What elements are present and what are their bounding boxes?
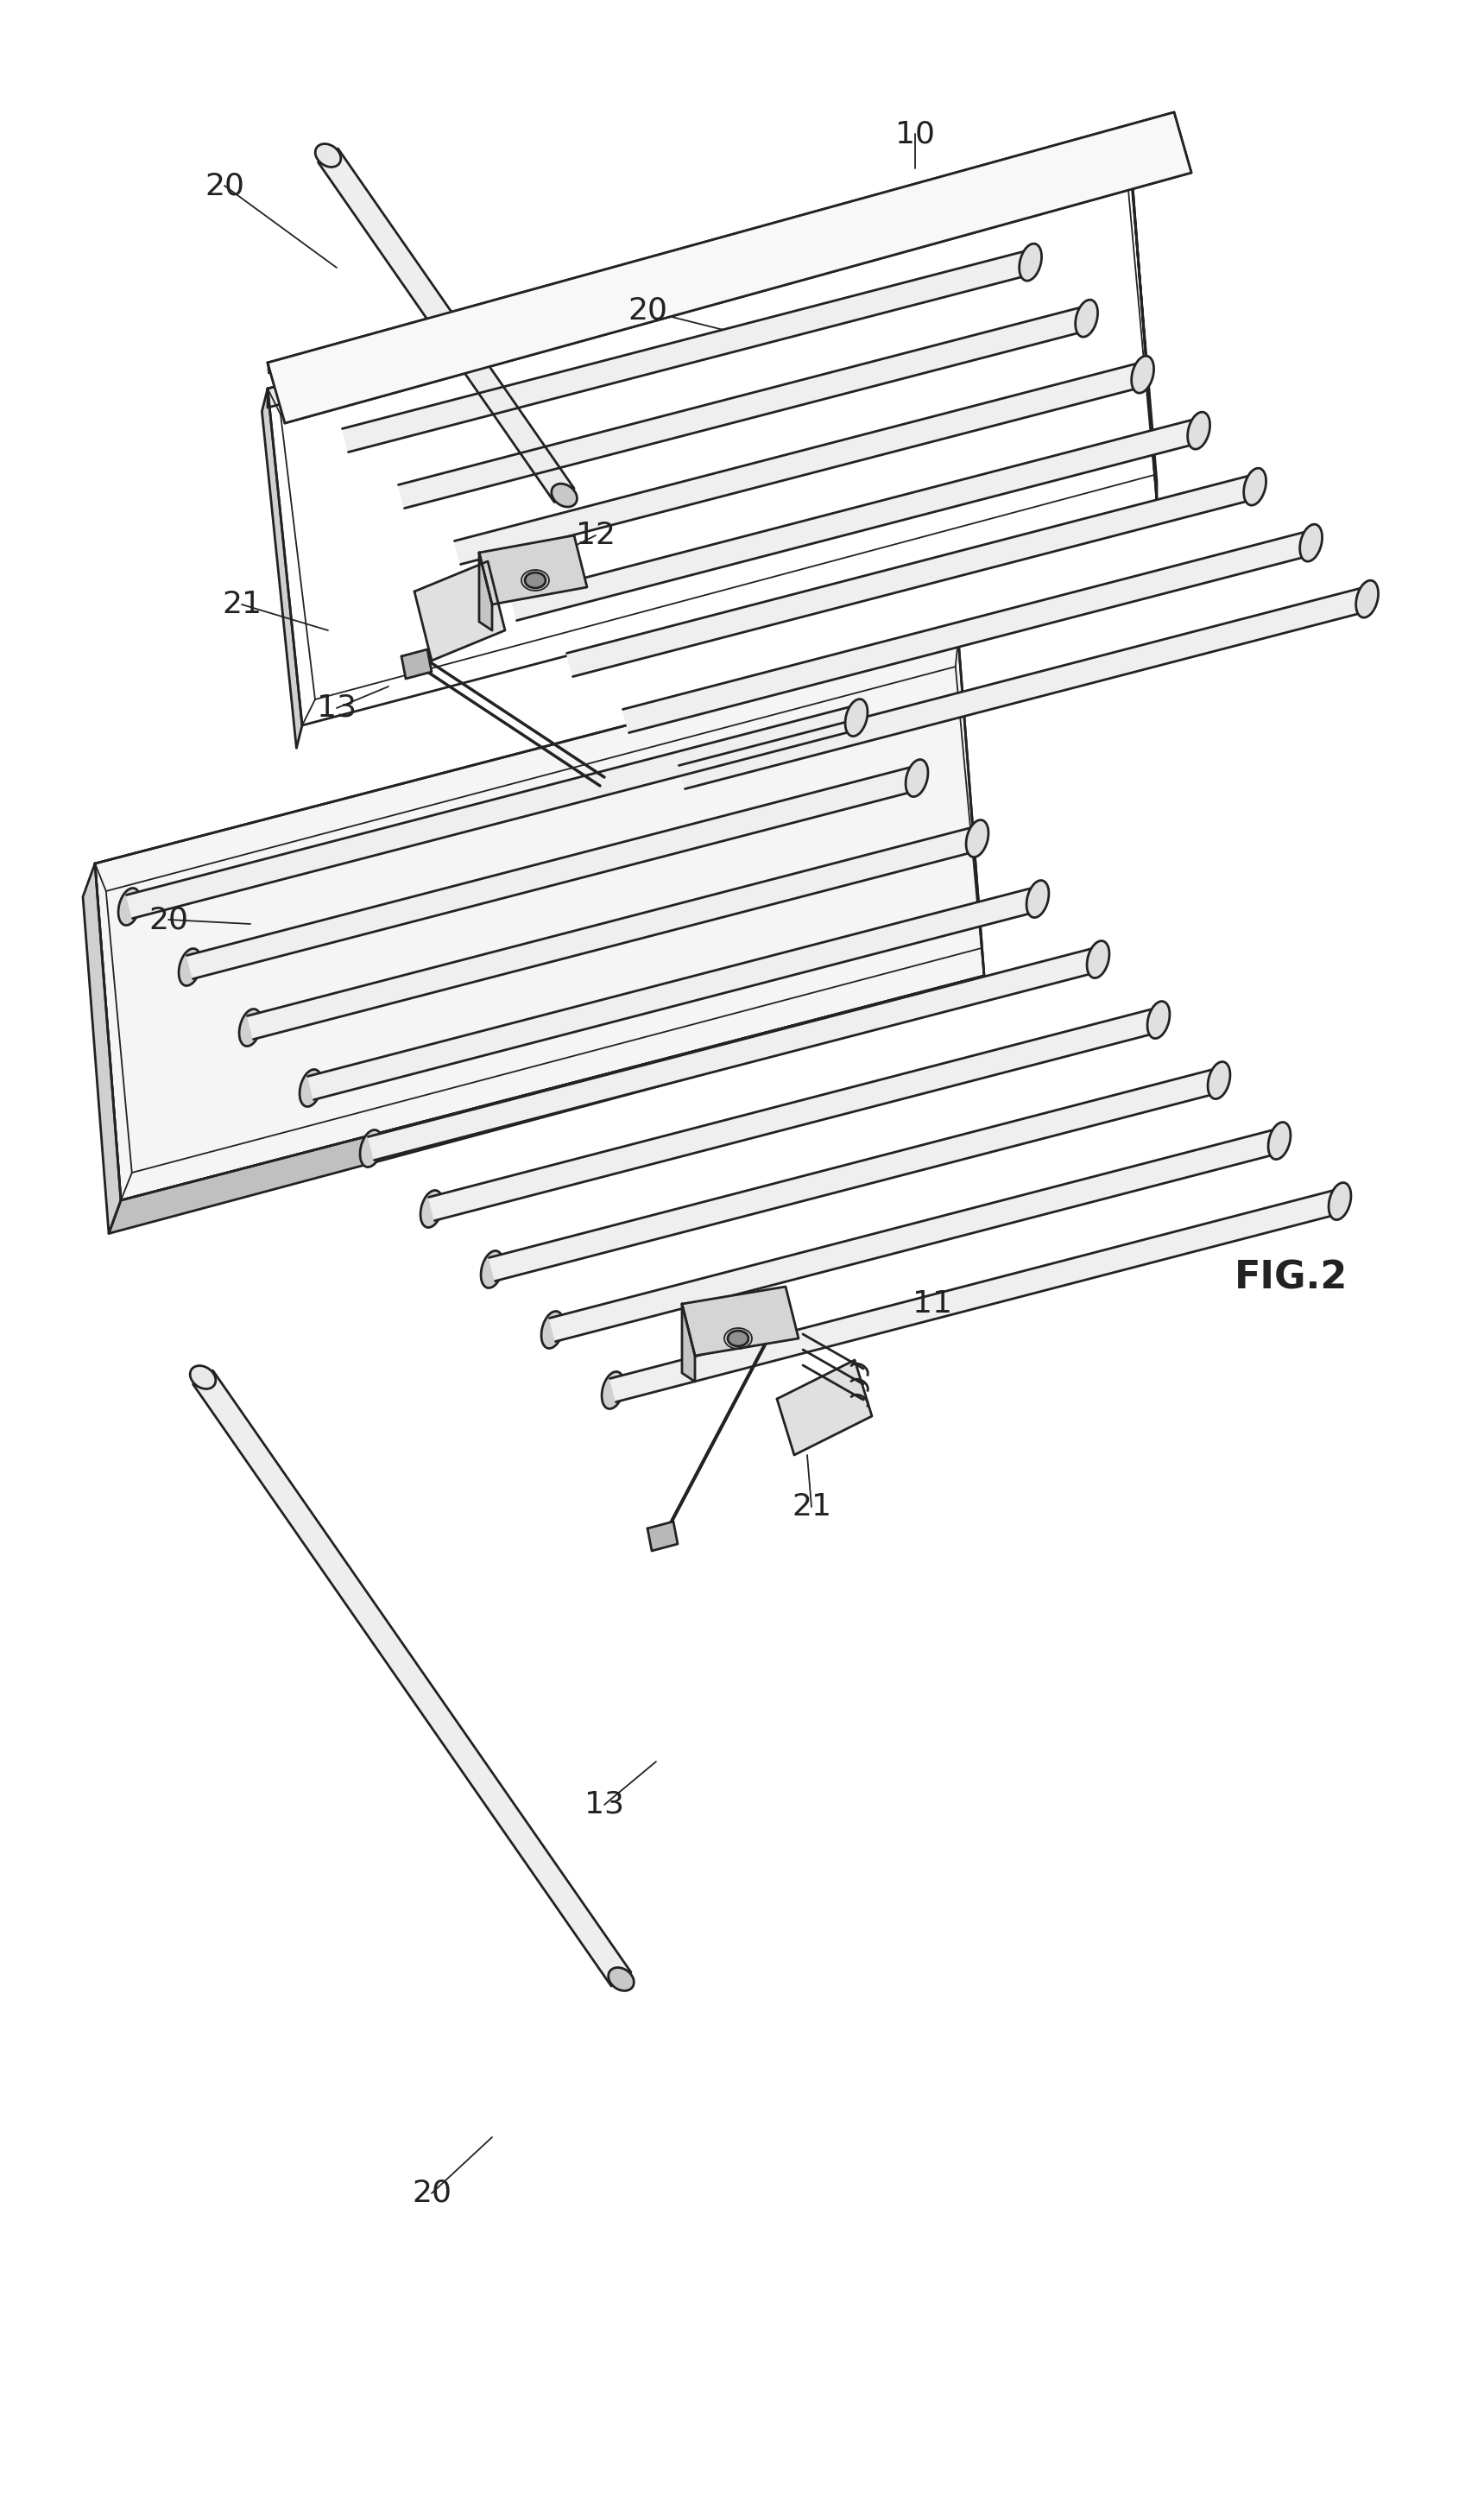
- Ellipse shape: [1147, 1002, 1169, 1040]
- Polygon shape: [778, 1359, 873, 1454]
- Text: 10: 10: [895, 120, 935, 147]
- Polygon shape: [414, 562, 505, 660]
- Polygon shape: [680, 587, 1370, 790]
- Text: 20: 20: [628, 297, 668, 325]
- Polygon shape: [307, 887, 1040, 1100]
- Ellipse shape: [525, 572, 546, 587]
- Polygon shape: [368, 947, 1101, 1160]
- Polygon shape: [108, 975, 984, 1235]
- Ellipse shape: [1328, 1182, 1350, 1220]
- Polygon shape: [479, 552, 493, 630]
- Polygon shape: [248, 827, 981, 1040]
- Polygon shape: [647, 1522, 678, 1552]
- Polygon shape: [343, 250, 1033, 452]
- Polygon shape: [610, 1190, 1343, 1402]
- Polygon shape: [1131, 165, 1158, 500]
- Ellipse shape: [1027, 880, 1049, 917]
- Text: 20: 20: [411, 2179, 451, 2209]
- Text: 21: 21: [791, 1492, 831, 1522]
- Polygon shape: [83, 865, 120, 1235]
- Ellipse shape: [1208, 1062, 1230, 1100]
- Ellipse shape: [1076, 300, 1098, 337]
- Ellipse shape: [361, 1130, 383, 1167]
- Polygon shape: [479, 535, 588, 605]
- Polygon shape: [490, 1070, 1221, 1282]
- Ellipse shape: [190, 1364, 215, 1389]
- Polygon shape: [454, 362, 1146, 565]
- Polygon shape: [193, 1369, 631, 1987]
- Polygon shape: [126, 705, 859, 920]
- Polygon shape: [683, 1304, 695, 1382]
- Ellipse shape: [1187, 412, 1209, 450]
- Ellipse shape: [1269, 1122, 1291, 1160]
- Polygon shape: [429, 1007, 1162, 1220]
- Ellipse shape: [119, 887, 141, 925]
- Ellipse shape: [315, 145, 341, 167]
- Ellipse shape: [966, 820, 988, 857]
- Ellipse shape: [178, 950, 202, 985]
- Text: 11: 11: [913, 1289, 953, 1319]
- Polygon shape: [187, 767, 920, 980]
- Text: 20: 20: [148, 905, 188, 935]
- Polygon shape: [510, 420, 1202, 620]
- Polygon shape: [683, 1287, 798, 1357]
- Ellipse shape: [552, 485, 577, 507]
- Polygon shape: [402, 650, 432, 680]
- Ellipse shape: [1020, 242, 1042, 280]
- Text: 13: 13: [585, 1789, 625, 1819]
- Ellipse shape: [905, 760, 928, 797]
- Polygon shape: [398, 307, 1089, 507]
- Polygon shape: [267, 165, 1131, 407]
- Polygon shape: [623, 532, 1313, 732]
- Text: FIG.2: FIG.2: [1235, 1259, 1347, 1297]
- Ellipse shape: [239, 1010, 261, 1047]
- Ellipse shape: [481, 1252, 503, 1287]
- Polygon shape: [261, 387, 303, 747]
- Text: 20: 20: [205, 170, 245, 200]
- Polygon shape: [318, 147, 574, 502]
- Polygon shape: [267, 112, 1192, 422]
- Ellipse shape: [420, 1190, 442, 1227]
- Ellipse shape: [1131, 355, 1155, 392]
- Ellipse shape: [1244, 467, 1266, 505]
- Ellipse shape: [300, 1070, 322, 1107]
- Text: 12: 12: [576, 520, 616, 550]
- Ellipse shape: [601, 1372, 625, 1409]
- Ellipse shape: [1086, 940, 1110, 977]
- Ellipse shape: [608, 1967, 634, 1992]
- Ellipse shape: [846, 700, 868, 737]
- Ellipse shape: [1300, 525, 1322, 562]
- Polygon shape: [567, 475, 1258, 677]
- Text: 21: 21: [223, 590, 261, 620]
- Text: 13: 13: [316, 692, 356, 722]
- Ellipse shape: [1356, 580, 1379, 617]
- Ellipse shape: [727, 1329, 748, 1347]
- Ellipse shape: [542, 1312, 564, 1349]
- Polygon shape: [95, 640, 984, 1200]
- Polygon shape: [549, 1130, 1282, 1342]
